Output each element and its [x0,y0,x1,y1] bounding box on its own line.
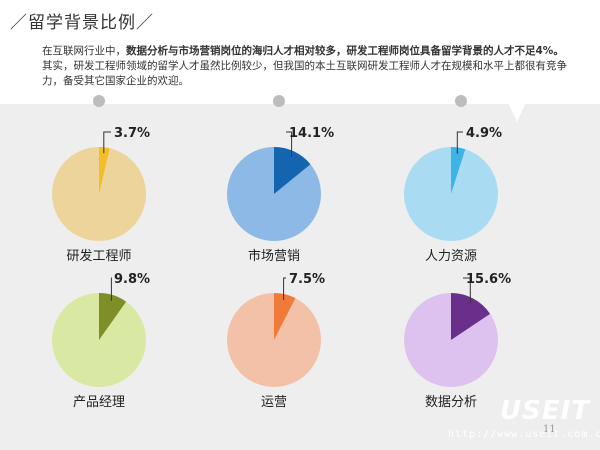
panel-notch [505,96,529,122]
pie-value-slice [99,293,127,340]
indicator-dot [93,95,105,107]
intro-text-1: 在互联网行业中， [42,45,126,57]
pie-chart: 15.6% 数据分析 [404,272,511,410]
pie-title: 数据分析 [425,395,477,410]
pie-value-slice [99,147,110,194]
leader-line [286,131,293,157]
pie-title: 运营 [261,395,287,410]
pie-value-slice [274,147,311,194]
watermark-logo: USEIT [500,396,591,426]
pie-title: 产品经理 [73,395,125,410]
indicator-dot [273,95,285,107]
page-title: ／留学背景比例／ [10,13,154,33]
pie-chart: 9.8% 产品经理 [52,272,150,410]
indicator-dot [455,95,467,107]
pie-value-slice [274,293,296,340]
pie-value-slice [451,147,466,194]
pie-chart: 4.9% 人力资源 [404,126,502,264]
pie-value-label: 3.7% [114,126,150,141]
leader-line [283,277,286,301]
pie-value-label: 4.9% [466,126,502,141]
leader-line [103,131,111,154]
pie-chart: 3.7% 研发工程师 [52,126,150,264]
pie-value-label: 14.1% [289,126,334,141]
pie-chart: 14.1% 市场营销 [227,126,334,264]
pie-title: 研发工程师 [66,248,131,264]
pie-title: 人力资源 [425,249,477,264]
leader-line [456,131,463,154]
intro-text-2: 其实，研发工程师领域的留学人才虽然比例较少，但我国的本土互联网研发工程师人才在规… [42,60,567,87]
intro-paragraph: 在互联网行业中，数据分析与市场营销岗位的海归人才相对较多，研发工程师岗位具备留学… [42,44,572,89]
watermark-url: http://www.useit.com.cn [448,429,600,440]
page-number: 11 [543,424,556,435]
pie-value-label: 7.5% [289,272,325,287]
pie-value-slice [451,293,491,340]
leader-line [463,277,471,304]
pie-value-label: 15.6% [466,272,511,287]
pie-chart: 7.5% 运营 [227,272,325,410]
intro-text-bold: 数据分析与市场营销岗位的海归人才相对较多，研发工程师岗位具备留学背景的人才不足4… [126,45,564,57]
pie-title: 市场营销 [248,248,300,264]
pie-value-label: 9.8% [114,272,150,287]
